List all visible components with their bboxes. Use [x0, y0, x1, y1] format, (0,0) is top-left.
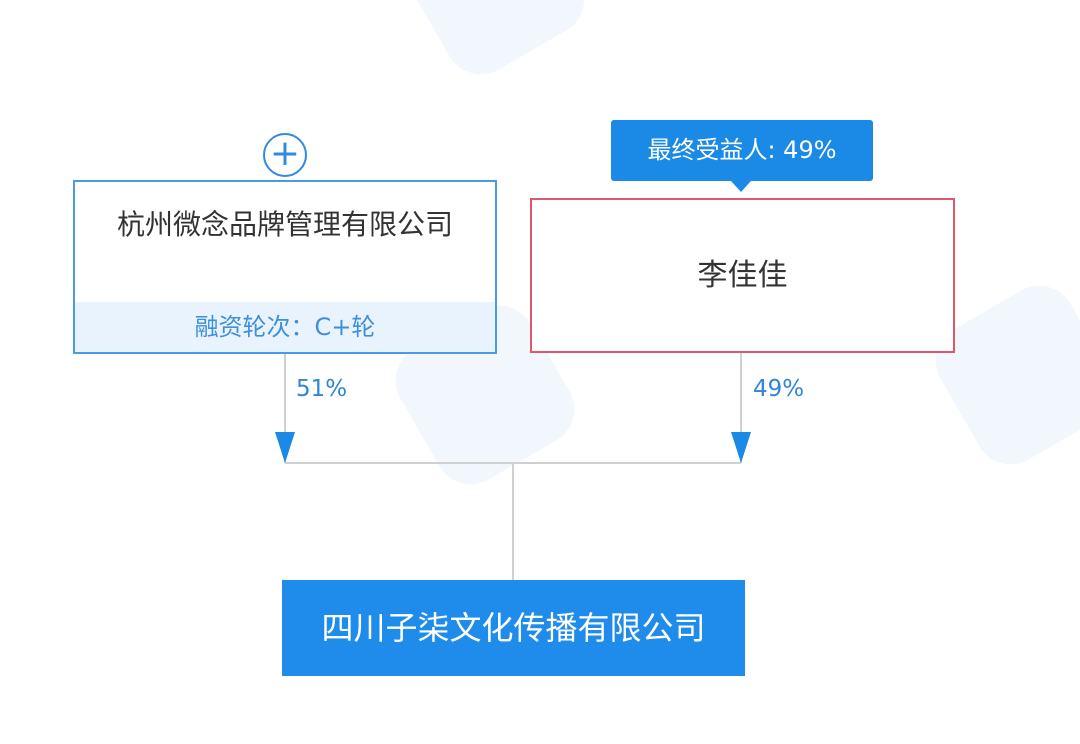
shareholder-name: 杭州微念品牌管理有限公司: [116, 208, 453, 241]
expand-plus-icon[interactable]: +: [263, 133, 307, 177]
share-percent-right: 49%: [753, 376, 805, 402]
beneficiary-badge: 最终受益人: 49%: [611, 120, 873, 181]
arrow-down-icon: [275, 432, 295, 463]
badge-pointer: [731, 181, 751, 192]
funding-round-label: 融资轮次：C+轮: [75, 302, 495, 352]
shareholder-node-company[interactable]: 杭州微念品牌管理有限公司 融资轮次：C+轮: [73, 180, 497, 354]
arrow-down-icon: [731, 432, 751, 463]
shareholder-node-person[interactable]: 李佳佳: [530, 198, 955, 353]
target-company-node[interactable]: 四川子柒文化传播有限公司: [282, 580, 745, 676]
share-percent-left: 51%: [296, 376, 348, 402]
